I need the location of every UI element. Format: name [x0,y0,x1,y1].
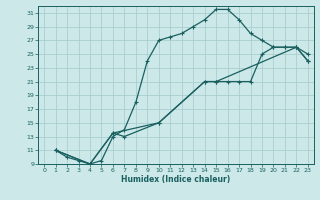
X-axis label: Humidex (Indice chaleur): Humidex (Indice chaleur) [121,175,231,184]
